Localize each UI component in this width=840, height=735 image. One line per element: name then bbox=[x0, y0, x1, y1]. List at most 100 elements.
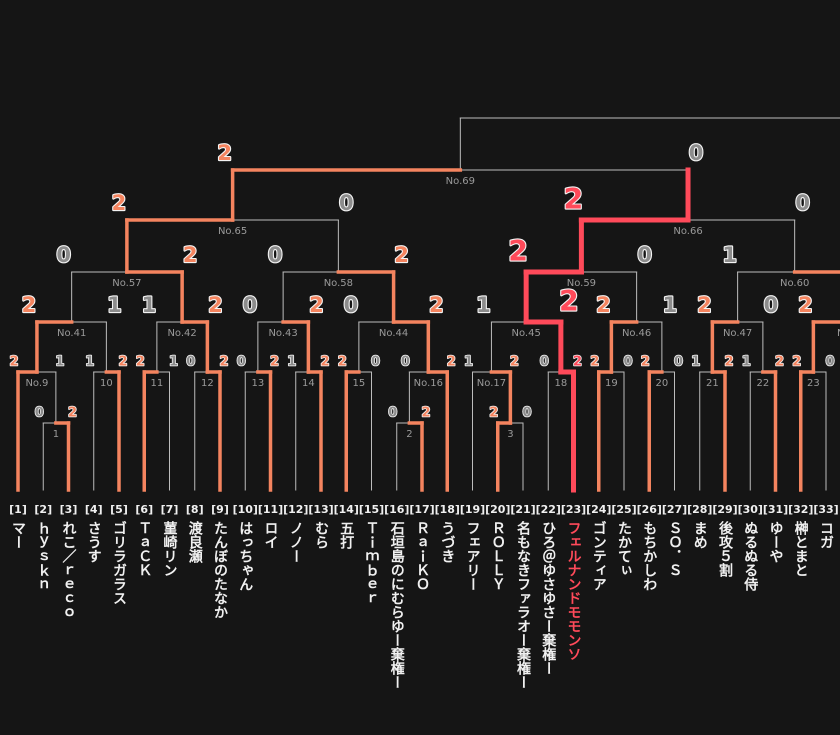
player-name: ＴａＣＫ bbox=[136, 521, 153, 577]
match-label: 2 bbox=[406, 429, 412, 440]
score: 2 bbox=[775, 355, 784, 370]
player-name: ＳＯ．Ｓ bbox=[666, 521, 683, 577]
seed: [24] bbox=[586, 503, 611, 516]
score: 2 bbox=[573, 355, 582, 370]
score: 0 bbox=[243, 293, 258, 317]
seed: [19] bbox=[460, 503, 485, 516]
seed: [26] bbox=[637, 503, 662, 516]
seed: [20] bbox=[485, 503, 510, 516]
score: 0 bbox=[339, 191, 354, 215]
score: 0 bbox=[388, 406, 397, 421]
score: 1 bbox=[476, 293, 491, 317]
match-label: No.16 bbox=[414, 378, 443, 389]
score: 0 bbox=[237, 355, 246, 370]
match-label: No.48 bbox=[837, 328, 840, 339]
score: 2 bbox=[724, 355, 733, 370]
score: 0 bbox=[344, 293, 359, 317]
score: 0 bbox=[268, 243, 283, 267]
score: 2 bbox=[309, 293, 324, 317]
match-label: 22 bbox=[757, 378, 770, 389]
score: 2 bbox=[217, 141, 232, 165]
score: 1 bbox=[107, 293, 122, 317]
score: 1 bbox=[85, 355, 94, 370]
seed: [31] bbox=[763, 503, 788, 516]
score: 2 bbox=[559, 285, 579, 318]
score: 2 bbox=[447, 355, 456, 370]
player-name: もちかしわ bbox=[641, 521, 658, 591]
score: 2 bbox=[22, 293, 37, 317]
match-label: No.58 bbox=[324, 278, 353, 289]
score: 0 bbox=[795, 191, 810, 215]
score: 0 bbox=[623, 355, 632, 370]
match-label: No.46 bbox=[622, 328, 651, 339]
match-label: No.17 bbox=[477, 378, 506, 389]
seed: [18] bbox=[435, 503, 460, 516]
score: 2 bbox=[641, 355, 650, 370]
score: 1 bbox=[663, 293, 678, 317]
score: 2 bbox=[112, 191, 127, 215]
seed: [32] bbox=[788, 503, 813, 516]
score: 2 bbox=[219, 355, 228, 370]
match-label: 13 bbox=[252, 378, 265, 389]
player-name: はっちゃん bbox=[237, 521, 254, 591]
seed: [1] bbox=[9, 503, 27, 516]
score: 2 bbox=[489, 406, 498, 421]
score: 2 bbox=[9, 355, 18, 370]
score: 0 bbox=[637, 243, 652, 267]
seed: [30] bbox=[738, 503, 763, 516]
player-name: うづき bbox=[439, 521, 456, 563]
score: 1 bbox=[722, 243, 737, 267]
match-label: 10 bbox=[100, 378, 113, 389]
seed: [5] bbox=[110, 503, 128, 516]
player-name: ＲＯＬＬＹ bbox=[489, 521, 506, 591]
seed: [7] bbox=[161, 503, 179, 516]
score: 2 bbox=[564, 183, 584, 216]
player-name: たかてぃ bbox=[616, 521, 632, 577]
score: 2 bbox=[508, 235, 528, 268]
score: 2 bbox=[208, 293, 223, 317]
score: 0 bbox=[674, 355, 683, 370]
match-label: No.57 bbox=[112, 278, 141, 289]
match-label: 18 bbox=[555, 378, 568, 389]
match-label: No.66 bbox=[673, 226, 702, 237]
player-name: まめ bbox=[691, 521, 708, 549]
match-label: 12 bbox=[201, 378, 214, 389]
match-label: No.44 bbox=[379, 328, 408, 339]
score: 2 bbox=[792, 355, 801, 370]
player-name: フェルナンドモモンソ bbox=[565, 521, 582, 661]
player-name: 石垣島のにむらゆー棄権ー bbox=[388, 521, 405, 689]
seed: [14] bbox=[334, 503, 359, 516]
match-label: No.60 bbox=[780, 278, 809, 289]
score: 0 bbox=[764, 293, 779, 317]
score: 2 bbox=[118, 355, 127, 370]
seed: [9] bbox=[211, 503, 229, 516]
seed: [4] bbox=[85, 503, 103, 516]
seed: [25] bbox=[611, 503, 636, 516]
score: 1 bbox=[691, 355, 700, 370]
score: 2 bbox=[320, 355, 329, 370]
player-name: マー bbox=[10, 521, 26, 549]
score: 1 bbox=[142, 293, 157, 317]
match-label: 3 bbox=[507, 429, 513, 440]
match-label: No.41 bbox=[57, 328, 86, 339]
seed: [2] bbox=[34, 503, 52, 516]
player-name: 五打 bbox=[338, 521, 355, 549]
score: 2 bbox=[421, 406, 430, 421]
player-name: れこ／ｒｅｃｏ bbox=[60, 521, 77, 619]
match-label: No.69 bbox=[446, 176, 475, 187]
seed: [17] bbox=[409, 503, 434, 516]
player-name: 名もなきファラオー棄権ー bbox=[515, 521, 531, 689]
match-label: 23 bbox=[807, 378, 820, 389]
player-name: ひろ＠ゆさゆさー棄権ー bbox=[540, 521, 557, 675]
player-name: たんぼのたなか bbox=[212, 521, 228, 619]
match-label: No.47 bbox=[723, 328, 752, 339]
score: 0 bbox=[401, 355, 410, 370]
player-name: コガ bbox=[818, 521, 834, 549]
player-name: ｈｙｓｋｎ bbox=[35, 521, 52, 591]
score: 2 bbox=[798, 293, 813, 317]
seed: [33] bbox=[813, 503, 838, 516]
score: 0 bbox=[186, 355, 195, 370]
player-name: 菫崎リン bbox=[161, 521, 178, 577]
